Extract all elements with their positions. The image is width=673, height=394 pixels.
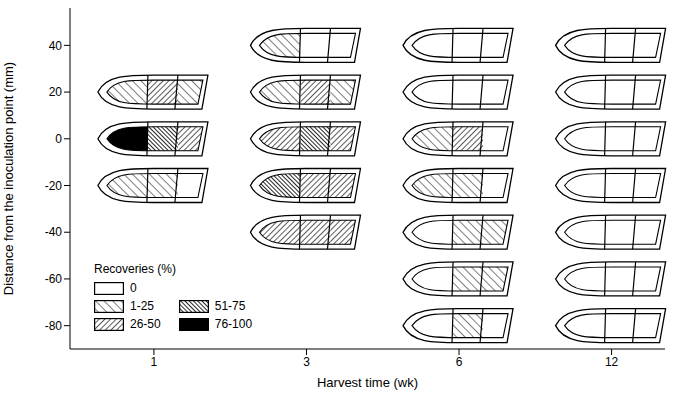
- svg-text:40: 40: [49, 39, 63, 53]
- svg-text:-40: -40: [45, 225, 63, 239]
- svg-text:-20: -20: [45, 179, 63, 193]
- svg-text:3: 3: [303, 355, 310, 369]
- svg-text:1: 1: [151, 355, 158, 369]
- html-text:51-75: 51-75: [214, 299, 246, 313]
- svg-text:20: 20: [49, 85, 63, 99]
- html-text:1-25: 1-25: [130, 299, 154, 313]
- svg-text:Distance from the inoculation: Distance from the inoculation point (mm): [1, 62, 16, 295]
- html-text:Recoveries (%): Recoveries (%): [94, 262, 176, 276]
- html-text:76-100: 76-100: [214, 317, 253, 331]
- html-text:0: 0: [130, 281, 137, 295]
- html-text:26-50: 26-50: [130, 317, 161, 331]
- svg-text:6: 6: [456, 355, 463, 369]
- svg-text:12: 12: [605, 355, 619, 369]
- svg-text:-80: -80: [45, 319, 63, 333]
- svg-text:Harvest time (wk): Harvest time (wk): [317, 375, 418, 390]
- svg-text:-60: -60: [45, 272, 63, 286]
- svg-text:0: 0: [55, 132, 62, 146]
